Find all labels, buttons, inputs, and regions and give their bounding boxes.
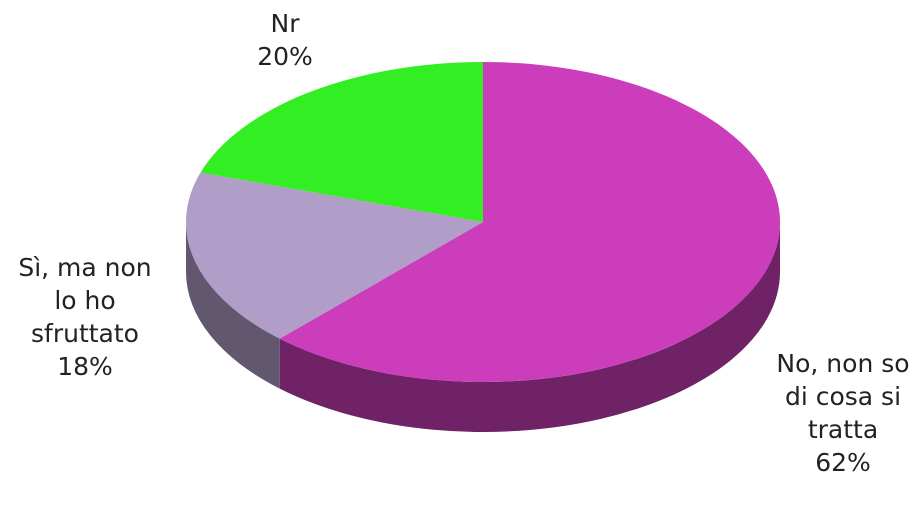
slice-value-label: 62% <box>815 448 871 477</box>
pie-side <box>279 222 780 432</box>
slice-label: Sì, ma non lo ho sfruttato <box>18 253 151 348</box>
pie-slice <box>279 62 780 382</box>
slice-value-label: 20% <box>257 42 313 71</box>
pie-slice <box>200 62 484 222</box>
pie-side <box>186 222 280 389</box>
slice-label: No, non so di cosa si tratta <box>776 349 909 444</box>
slice-value-label: 18% <box>57 352 113 381</box>
pie-slice <box>186 172 483 339</box>
slice-label: Nr <box>271 9 301 38</box>
